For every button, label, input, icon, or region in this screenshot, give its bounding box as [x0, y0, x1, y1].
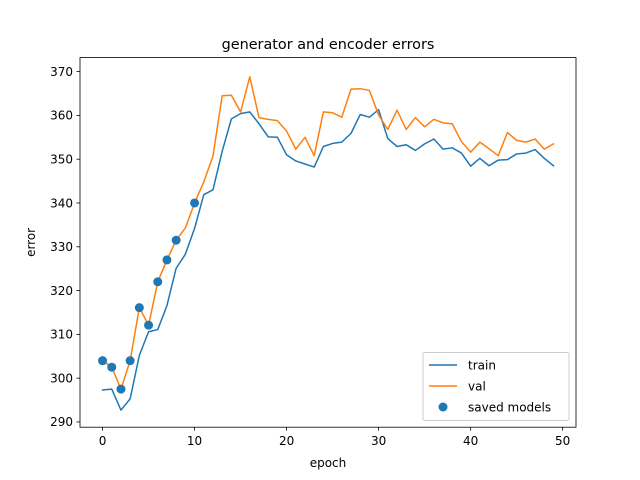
plot-area — [98, 76, 555, 411]
saved-model-point — [171, 235, 181, 245]
saved-model-point — [98, 356, 108, 366]
y-tick-label: 360 — [50, 109, 73, 123]
x-tick-label: 10 — [187, 434, 202, 448]
x-tick-label: 50 — [555, 434, 570, 448]
legend-saved-models-label: saved models — [468, 401, 551, 415]
y-tick-label: 330 — [50, 240, 73, 254]
saved-model-point — [134, 303, 144, 313]
y-axis: 290 300 310 320 330 340 350 360 370 — [50, 65, 80, 429]
x-tick-label: 20 — [279, 434, 294, 448]
saved-model-point — [190, 198, 200, 208]
saved-model-point — [107, 362, 117, 372]
y-tick-label: 370 — [50, 65, 73, 79]
legend-val-label: val — [468, 380, 486, 394]
y-tick-label: 310 — [50, 328, 73, 342]
x-axis-label: epoch — [310, 456, 347, 470]
y-tick-label: 340 — [50, 196, 73, 210]
x-tick-label: 0 — [99, 434, 107, 448]
saved-model-point — [125, 356, 135, 366]
saved-model-point — [116, 384, 126, 394]
x-axis: 0 10 20 30 40 50 — [99, 427, 570, 448]
y-tick-label: 350 — [50, 152, 73, 166]
saved-model-point — [153, 277, 163, 287]
y-tick-label: 320 — [50, 284, 73, 298]
y-tick-label: 300 — [50, 371, 73, 385]
axes-frame — [79, 57, 577, 428]
legend-saved-models-swatch — [438, 402, 448, 412]
chart-title: generator and encoder errors — [222, 37, 435, 53]
legend-box — [422, 352, 570, 421]
x-tick-label: 40 — [463, 434, 478, 448]
saved-model-point — [144, 320, 154, 330]
legend-train-label: train — [468, 359, 496, 373]
saved-model-point — [162, 255, 172, 265]
y-axis-label: error — [24, 228, 38, 257]
x-tick-label: 30 — [371, 434, 386, 448]
legend: train val saved models — [422, 352, 570, 421]
y-tick-label: 290 — [50, 415, 73, 429]
series-line-train — [101, 108, 555, 411]
